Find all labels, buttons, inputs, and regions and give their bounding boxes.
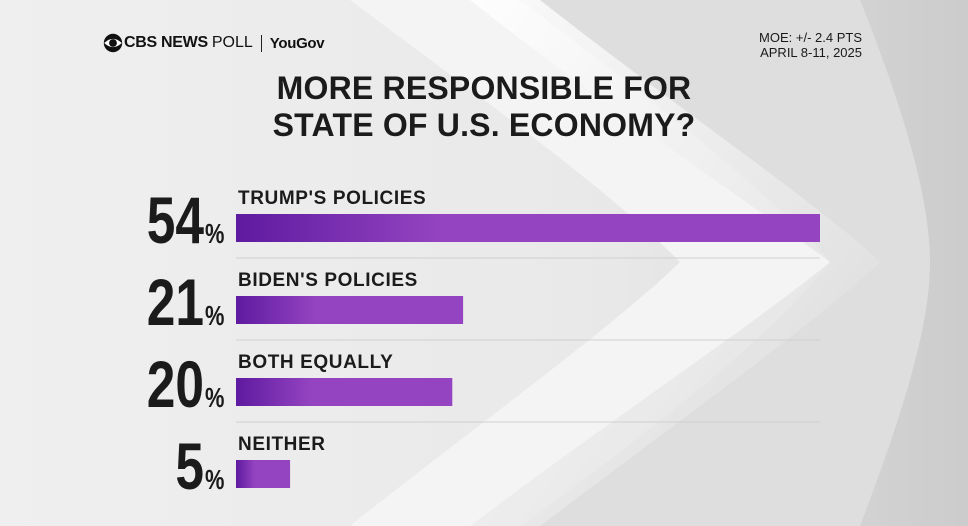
category-label-neither: NEITHER [238, 434, 326, 455]
poll-info: MOE: +/- 2.4 PTS APRIL 8-11, 2025 [759, 30, 862, 60]
bar-neither [236, 460, 291, 488]
value-label-neither: 5 [175, 429, 204, 504]
margin-of-error: MOE: +/- 2.4 PTS [759, 30, 862, 45]
bar-trump-s-policies [236, 214, 820, 242]
category-label-trump-s-policies: TRUMP'S POLICIES [238, 188, 426, 209]
header-branding: CBS NEWS POLL YouGov [103, 33, 325, 53]
bar-biden-s-policies [236, 296, 464, 324]
percent-sign-both-equally: % [205, 382, 224, 413]
chart-title-line-2: STATE OF U.S. ECONOMY? [272, 107, 696, 143]
poll-dates: APRIL 8-11, 2025 [760, 45, 862, 60]
percent-sign-neither: % [205, 464, 224, 495]
brand-name: CBS NEWS [124, 34, 208, 51]
value-label-trump-s-policies: 54 [147, 183, 204, 258]
chart-title-line-1: MORE RESPONSIBLE FOR [276, 70, 692, 106]
value-label-both-equally: 20 [147, 347, 204, 422]
category-label-both-equally: BOTH EQUALLY [238, 352, 393, 373]
value-label-biden-s-policies: 21 [147, 265, 204, 340]
percent-sign-trump-s-policies: % [205, 218, 224, 249]
bar-both-equally [236, 378, 453, 406]
header-divider [260, 34, 262, 52]
partner-name: YouGov [269, 34, 325, 52]
category-label-biden-s-policies: BIDEN'S POLICIES [238, 270, 418, 291]
percent-sign-biden-s-policies: % [205, 300, 224, 331]
cbs-eye-logo-icon [103, 33, 123, 53]
brand-suffix: POLL [211, 34, 253, 51]
chart-title: MORE RESPONSIBLE FOR STATE OF U.S. ECONO… [0, 70, 968, 144]
